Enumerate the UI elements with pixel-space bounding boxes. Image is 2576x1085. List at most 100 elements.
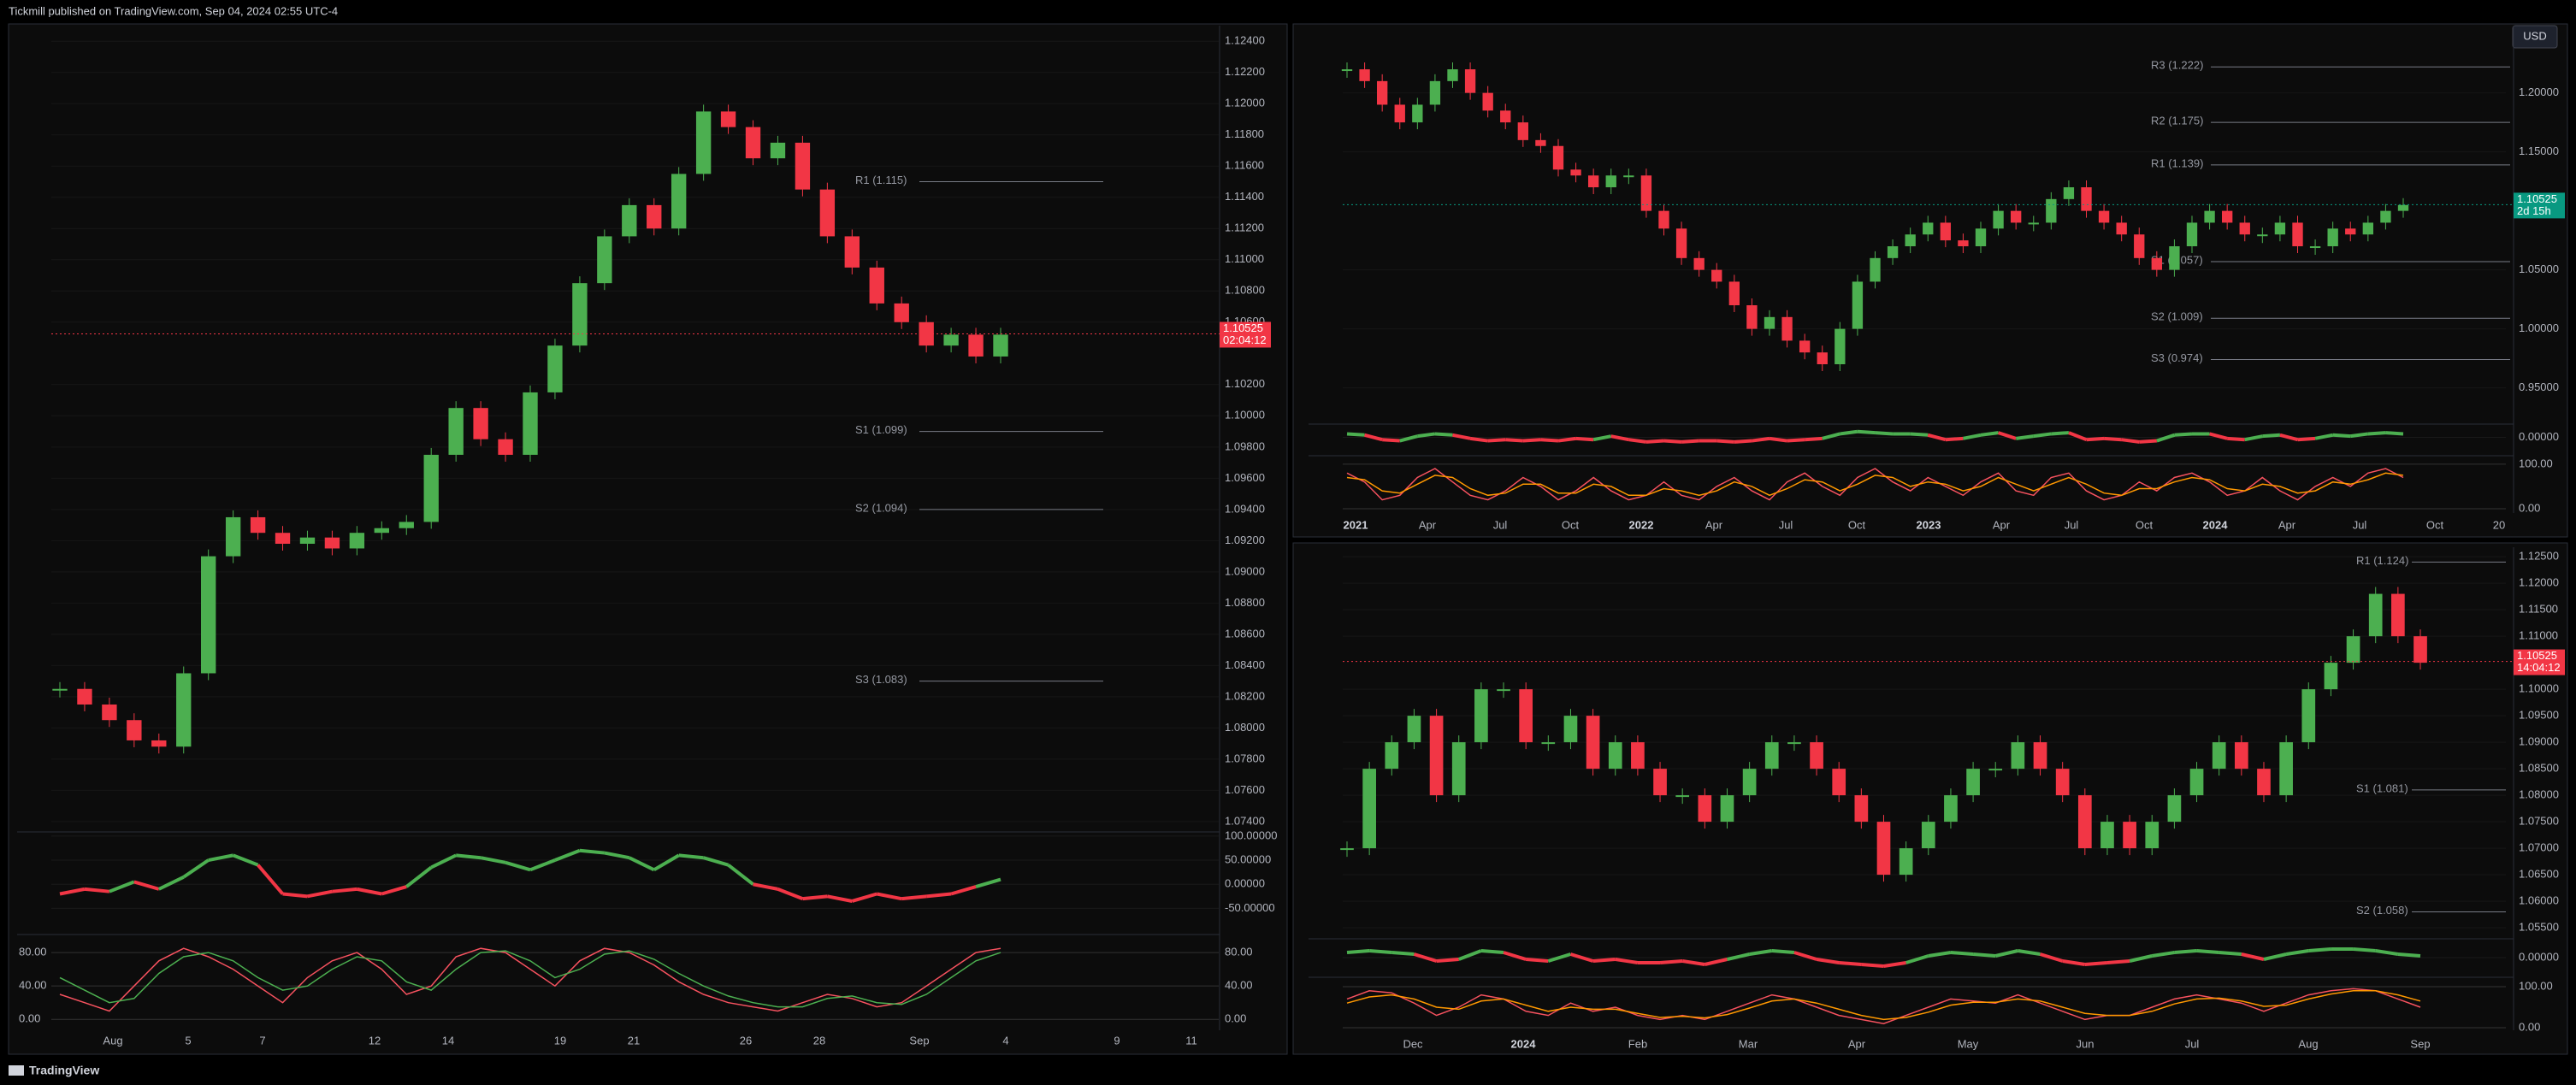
- time-label: 5: [185, 1034, 191, 1047]
- time-label: 26: [740, 1034, 752, 1047]
- candle: [1764, 742, 1779, 770]
- candle: [1711, 269, 1722, 282]
- candle: [2309, 246, 2321, 249]
- candle: [1563, 716, 1578, 743]
- osc-segment: [1436, 958, 1459, 963]
- candle: [2167, 795, 2182, 823]
- candle: [2234, 742, 2248, 770]
- time-label: 20: [2493, 518, 2505, 531]
- time-label: May: [1958, 1037, 1979, 1050]
- currency-button[interactable]: [2512, 25, 2558, 49]
- candle: [1517, 122, 1529, 140]
- candle: [1570, 169, 1581, 176]
- price-tick-label: 1.09600: [1225, 471, 1265, 484]
- footer-brand: TradingView: [29, 1064, 99, 1077]
- candle: [1519, 689, 1533, 743]
- osc-segment: [1734, 439, 1752, 444]
- osc-line: [1346, 468, 2404, 501]
- candle: [2327, 228, 2338, 247]
- time-label: Apr: [1993, 518, 2011, 531]
- price-tick-label: 1.12400: [1225, 34, 1265, 47]
- osc-segment: [109, 880, 135, 893]
- price-tick-label: 1.08400: [1225, 658, 1265, 671]
- time-label: Jul: [1493, 518, 1508, 531]
- candle: [2212, 742, 2226, 770]
- candle: [770, 142, 786, 159]
- price-tag: 1.10525: [2517, 649, 2557, 662]
- osc-segment: [1540, 438, 1559, 443]
- candle: [2301, 689, 2316, 743]
- candle: [151, 740, 167, 747]
- time-label: Apr: [2278, 518, 2296, 531]
- candle: [1653, 769, 1667, 796]
- candle: [1944, 795, 1958, 823]
- osc-segment: [1557, 436, 1576, 443]
- osc-segment: [1727, 952, 1751, 961]
- candle: [1787, 742, 1801, 745]
- price-tick-label: 1.11600: [1225, 159, 1264, 172]
- candle: [2239, 222, 2250, 235]
- osc-segment: [405, 865, 433, 888]
- osc-segment: [1749, 949, 1773, 956]
- price-tick-label: 0.95000: [2519, 380, 2559, 393]
- osc-segment: [1645, 439, 1664, 444]
- time-label: Aug: [2298, 1037, 2318, 1050]
- osc-segment: [1364, 433, 1383, 442]
- candle: [2380, 210, 2391, 223]
- osc-tick-label: 40.00: [1225, 979, 1253, 992]
- osc-segment: [1487, 438, 1506, 443]
- osc-segment: [950, 885, 977, 896]
- candle: [1412, 104, 1423, 123]
- osc-segment: [653, 853, 680, 872]
- candle: [2011, 742, 2025, 770]
- osc-segment: [1413, 952, 1438, 963]
- time-label: Aug: [103, 1034, 122, 1047]
- candle: [1887, 246, 1899, 258]
- osc-tick-label: 100.00: [2519, 457, 2553, 469]
- time-label: Oct: [2136, 518, 2154, 531]
- candle: [2391, 593, 2405, 637]
- osc-segment: [1787, 438, 1805, 443]
- price-countdown: 2d 15h: [2517, 204, 2551, 217]
- candle: [399, 522, 414, 528]
- candle: [1693, 257, 1705, 270]
- osc-segment: [1816, 958, 1840, 964]
- osc-segment: [2015, 434, 2035, 440]
- time-label: Jul: [2185, 1037, 2200, 1050]
- candle: [572, 283, 588, 346]
- osc-segment: [1910, 432, 1929, 437]
- candle: [1764, 316, 1775, 329]
- candle: [622, 204, 637, 237]
- osc-segment: [1950, 951, 1974, 956]
- osc-segment: [1883, 961, 1906, 968]
- candle: [1429, 716, 1444, 796]
- candle: [2362, 222, 2374, 235]
- osc-segment: [208, 853, 234, 862]
- osc-segment: [2241, 952, 2265, 961]
- candle: [2345, 228, 2356, 235]
- osc-segment: [1905, 954, 1929, 964]
- candle: [1923, 222, 1934, 235]
- price-tick-label: 1.20000: [2519, 86, 2559, 98]
- candle: [745, 127, 761, 159]
- osc-segment: [753, 882, 778, 891]
- candle: [695, 111, 712, 174]
- candle: [1552, 145, 1564, 170]
- time-label: 11: [1185, 1034, 1197, 1047]
- candle: [2189, 769, 2204, 796]
- osc-segment: [2174, 949, 2197, 954]
- candle: [1905, 234, 1916, 247]
- osc-tick-label-left: 80.00: [19, 946, 47, 958]
- time-label: 9: [1114, 1034, 1120, 1047]
- osc-segment: [901, 894, 927, 901]
- currency-label[interactable]: USD: [2523, 29, 2546, 42]
- osc-segment: [1963, 433, 1982, 440]
- candle: [299, 537, 316, 544]
- osc-segment: [182, 858, 210, 879]
- candle: [597, 236, 612, 284]
- osc-segment: [727, 864, 754, 886]
- candle: [2081, 187, 2092, 211]
- osc-segment: [1569, 952, 1594, 963]
- candle: [2033, 742, 2047, 770]
- candle: [523, 392, 538, 455]
